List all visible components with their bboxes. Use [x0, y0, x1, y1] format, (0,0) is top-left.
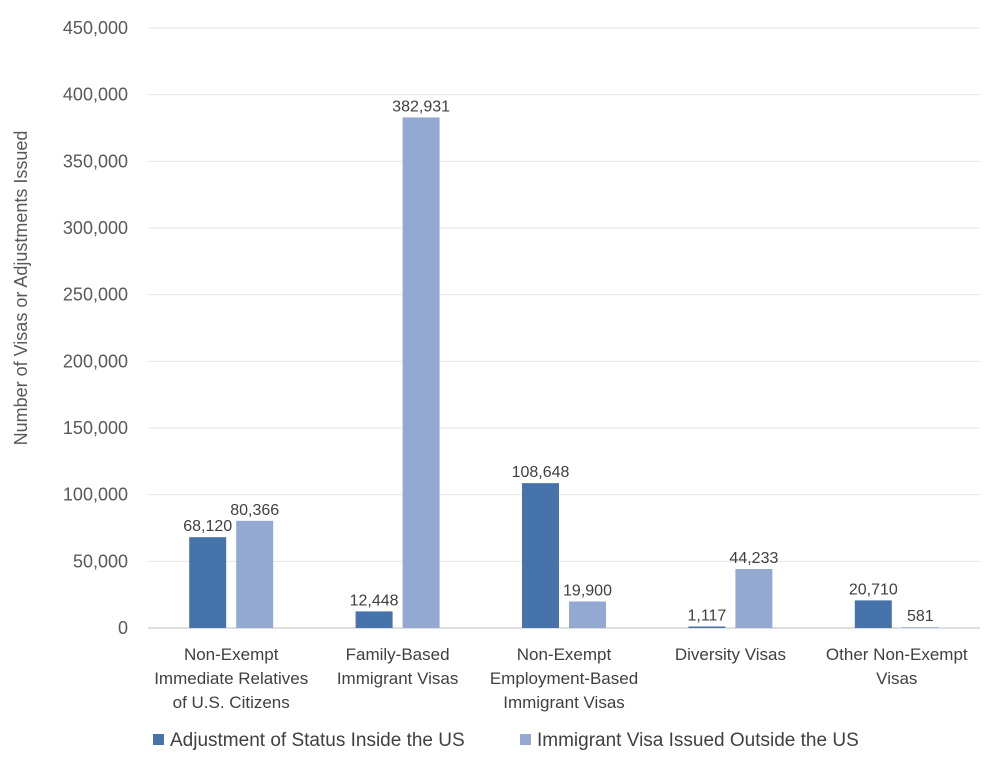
bar — [522, 483, 559, 628]
bar — [735, 569, 773, 628]
bar — [355, 611, 393, 628]
y-tick-label: 0 — [118, 618, 128, 638]
y-tick-label: 100,000 — [63, 485, 128, 505]
x-tick-label: Diversity Visas — [675, 645, 786, 664]
data-label: 382,931 — [392, 98, 450, 115]
data-label: 68,120 — [183, 518, 232, 535]
x-tick-label: Other Non-Exempt Visas — [826, 645, 968, 688]
bar — [569, 601, 606, 628]
legend-label: Adjustment of Status Inside the US — [170, 730, 465, 751]
data-label: 581 — [907, 608, 934, 625]
legend-swatch — [153, 734, 164, 745]
legend-label: Immigrant Visa Issued Outside the US — [537, 730, 859, 751]
data-label: 80,366 — [230, 502, 279, 519]
bar — [854, 600, 892, 628]
data-label: 108,648 — [512, 464, 570, 481]
x-tick-label: Non-Exempt Immediate Relatives of U.S. Cit… — [154, 645, 308, 712]
bar — [901, 627, 939, 628]
y-tick-label: 450,000 — [63, 18, 128, 38]
data-label: 12,448 — [350, 592, 399, 609]
bar — [236, 520, 274, 628]
legend-swatch — [520, 734, 531, 745]
x-tick-label: Family-Based Immigrant Visas — [337, 645, 459, 688]
y-tick-label: 150,000 — [63, 418, 128, 438]
bar — [189, 537, 227, 628]
y-tick-label: 400,000 — [63, 85, 128, 105]
y-tick-label: 300,000 — [63, 218, 128, 238]
bar — [688, 626, 726, 628]
data-label: 20,710 — [849, 581, 898, 598]
y-axis-title: Number of Visas or Adjustments Issued — [11, 131, 31, 446]
y-tick-label: 350,000 — [63, 151, 128, 171]
y-tick-label: 50,000 — [73, 551, 128, 571]
y-tick-label: 200,000 — [63, 351, 128, 371]
data-label: 19,900 — [563, 582, 612, 599]
y-tick-label: 250,000 — [63, 285, 128, 305]
data-label: 44,233 — [729, 550, 778, 567]
data-label: 1,117 — [687, 608, 726, 625]
x-tick-label: Non-Exempt Employment-Based Immigrant Visa… — [490, 645, 638, 712]
bar — [402, 117, 440, 629]
